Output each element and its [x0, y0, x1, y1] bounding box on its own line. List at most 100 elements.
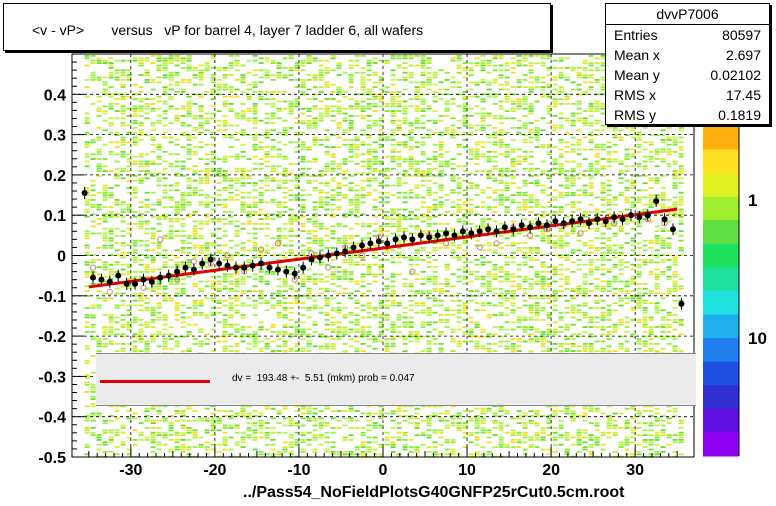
- heat-cell: [330, 338, 336, 340]
- heat-cell: [372, 422, 378, 424]
- heat-cell: [396, 155, 402, 158]
- heat-cell: [114, 333, 120, 336]
- heat-cell: [396, 119, 402, 122]
- heat-cell: [432, 259, 438, 261]
- heat-cell: [498, 64, 504, 67]
- heat-cell: [372, 93, 378, 96]
- heat-cell: [360, 201, 366, 204]
- heat-cell: [96, 345, 102, 348]
- heat-cell: [474, 443, 480, 446]
- heat-cell: [468, 280, 474, 283]
- heat-cell: [294, 220, 300, 223]
- heat-cell: [84, 285, 90, 288]
- heat-cell: [240, 292, 246, 295]
- heat-cell: [120, 242, 126, 244]
- heat-cell: [366, 119, 372, 122]
- heat-cell: [168, 163, 174, 165]
- heat-cell: [162, 297, 168, 300]
- heat-cell: [432, 311, 438, 314]
- heat-cell: [84, 131, 90, 134]
- heat-cell: [468, 187, 474, 189]
- heat-cell: [120, 230, 126, 232]
- heat-cell: [426, 194, 432, 196]
- heat-cell: [510, 139, 516, 141]
- heat-cell: [300, 79, 306, 81]
- heat-cell: [168, 199, 174, 201]
- heat-cell: [222, 177, 228, 180]
- heat-cell: [174, 295, 180, 297]
- heat-cell: [198, 345, 204, 348]
- heat-cell: [84, 143, 90, 146]
- heat-cell: [168, 434, 174, 436]
- heat-cell: [456, 268, 462, 271]
- heat-cell: [492, 141, 498, 144]
- heat-cell: [348, 107, 354, 110]
- heat-cell: [486, 283, 492, 285]
- heat-cell: [174, 287, 180, 290]
- heat-cell: [96, 151, 102, 153]
- heat-cell: [234, 69, 240, 72]
- heat-cell: [444, 199, 450, 201]
- heat-cell: [264, 91, 270, 93]
- heat-cell: [204, 441, 210, 444]
- heat-cell: [402, 62, 408, 64]
- heat-cell: [210, 448, 216, 451]
- heat-cell: [228, 239, 234, 242]
- heat-cell: [204, 194, 210, 196]
- heat-cell: [366, 302, 372, 304]
- heat-cell: [378, 184, 384, 187]
- heat-cell: [108, 297, 114, 300]
- heat-cell: [342, 117, 348, 120]
- heat-cell: [258, 419, 264, 422]
- heat-cell: [240, 91, 246, 93]
- heat-cell: [288, 249, 294, 252]
- heat-cell: [156, 268, 162, 271]
- heat-cell: [372, 448, 378, 451]
- heat-cell: [144, 436, 150, 439]
- heat-cell: [186, 191, 192, 194]
- heat-cell: [132, 105, 138, 108]
- heat-cell: [126, 321, 132, 324]
- heat-cell: [306, 122, 312, 124]
- heat-cell: [198, 83, 204, 86]
- heat-cell: [120, 153, 126, 156]
- heat-cell: [180, 201, 186, 204]
- heat-cell: [348, 187, 354, 189]
- heat-cell: [348, 127, 354, 129]
- heat-cell: [108, 343, 114, 345]
- heat-cell: [282, 187, 288, 189]
- heat-cell: [306, 297, 312, 300]
- heat-cell: [120, 335, 126, 338]
- heat-cell: [348, 67, 354, 69]
- heat-cell: [222, 415, 228, 417]
- heat-cell: [348, 256, 354, 259]
- heat-cell: [240, 134, 246, 136]
- heat-cell: [450, 405, 456, 408]
- heat-cell: [216, 227, 222, 230]
- heat-cell: [168, 427, 174, 429]
- heat-cell: [120, 326, 126, 328]
- heat-cell: [444, 441, 450, 444]
- heat-cell: [330, 57, 336, 60]
- heat-cell: [414, 273, 420, 276]
- heat-cell: [180, 62, 186, 64]
- heat-cell: [270, 170, 276, 172]
- heat-cell: [288, 127, 294, 129]
- heat-cell: [432, 266, 438, 268]
- heat-cell: [384, 184, 390, 187]
- heat-cell: [282, 172, 288, 175]
- heat-cell: [408, 256, 414, 259]
- heat-cell: [438, 131, 444, 134]
- heat-cell: [342, 131, 348, 134]
- heat-cell: [132, 57, 138, 60]
- heat-cell: [210, 143, 216, 146]
- heat-cell: [354, 307, 360, 309]
- heat-cell: [156, 244, 162, 247]
- heat-cell: [198, 107, 204, 110]
- heat-cell: [330, 410, 336, 412]
- heat-cell: [414, 117, 420, 120]
- heat-cell: [360, 83, 366, 86]
- heat-cell: [258, 321, 264, 324]
- heat-cell: [150, 422, 156, 424]
- heat-cell: [390, 95, 396, 98]
